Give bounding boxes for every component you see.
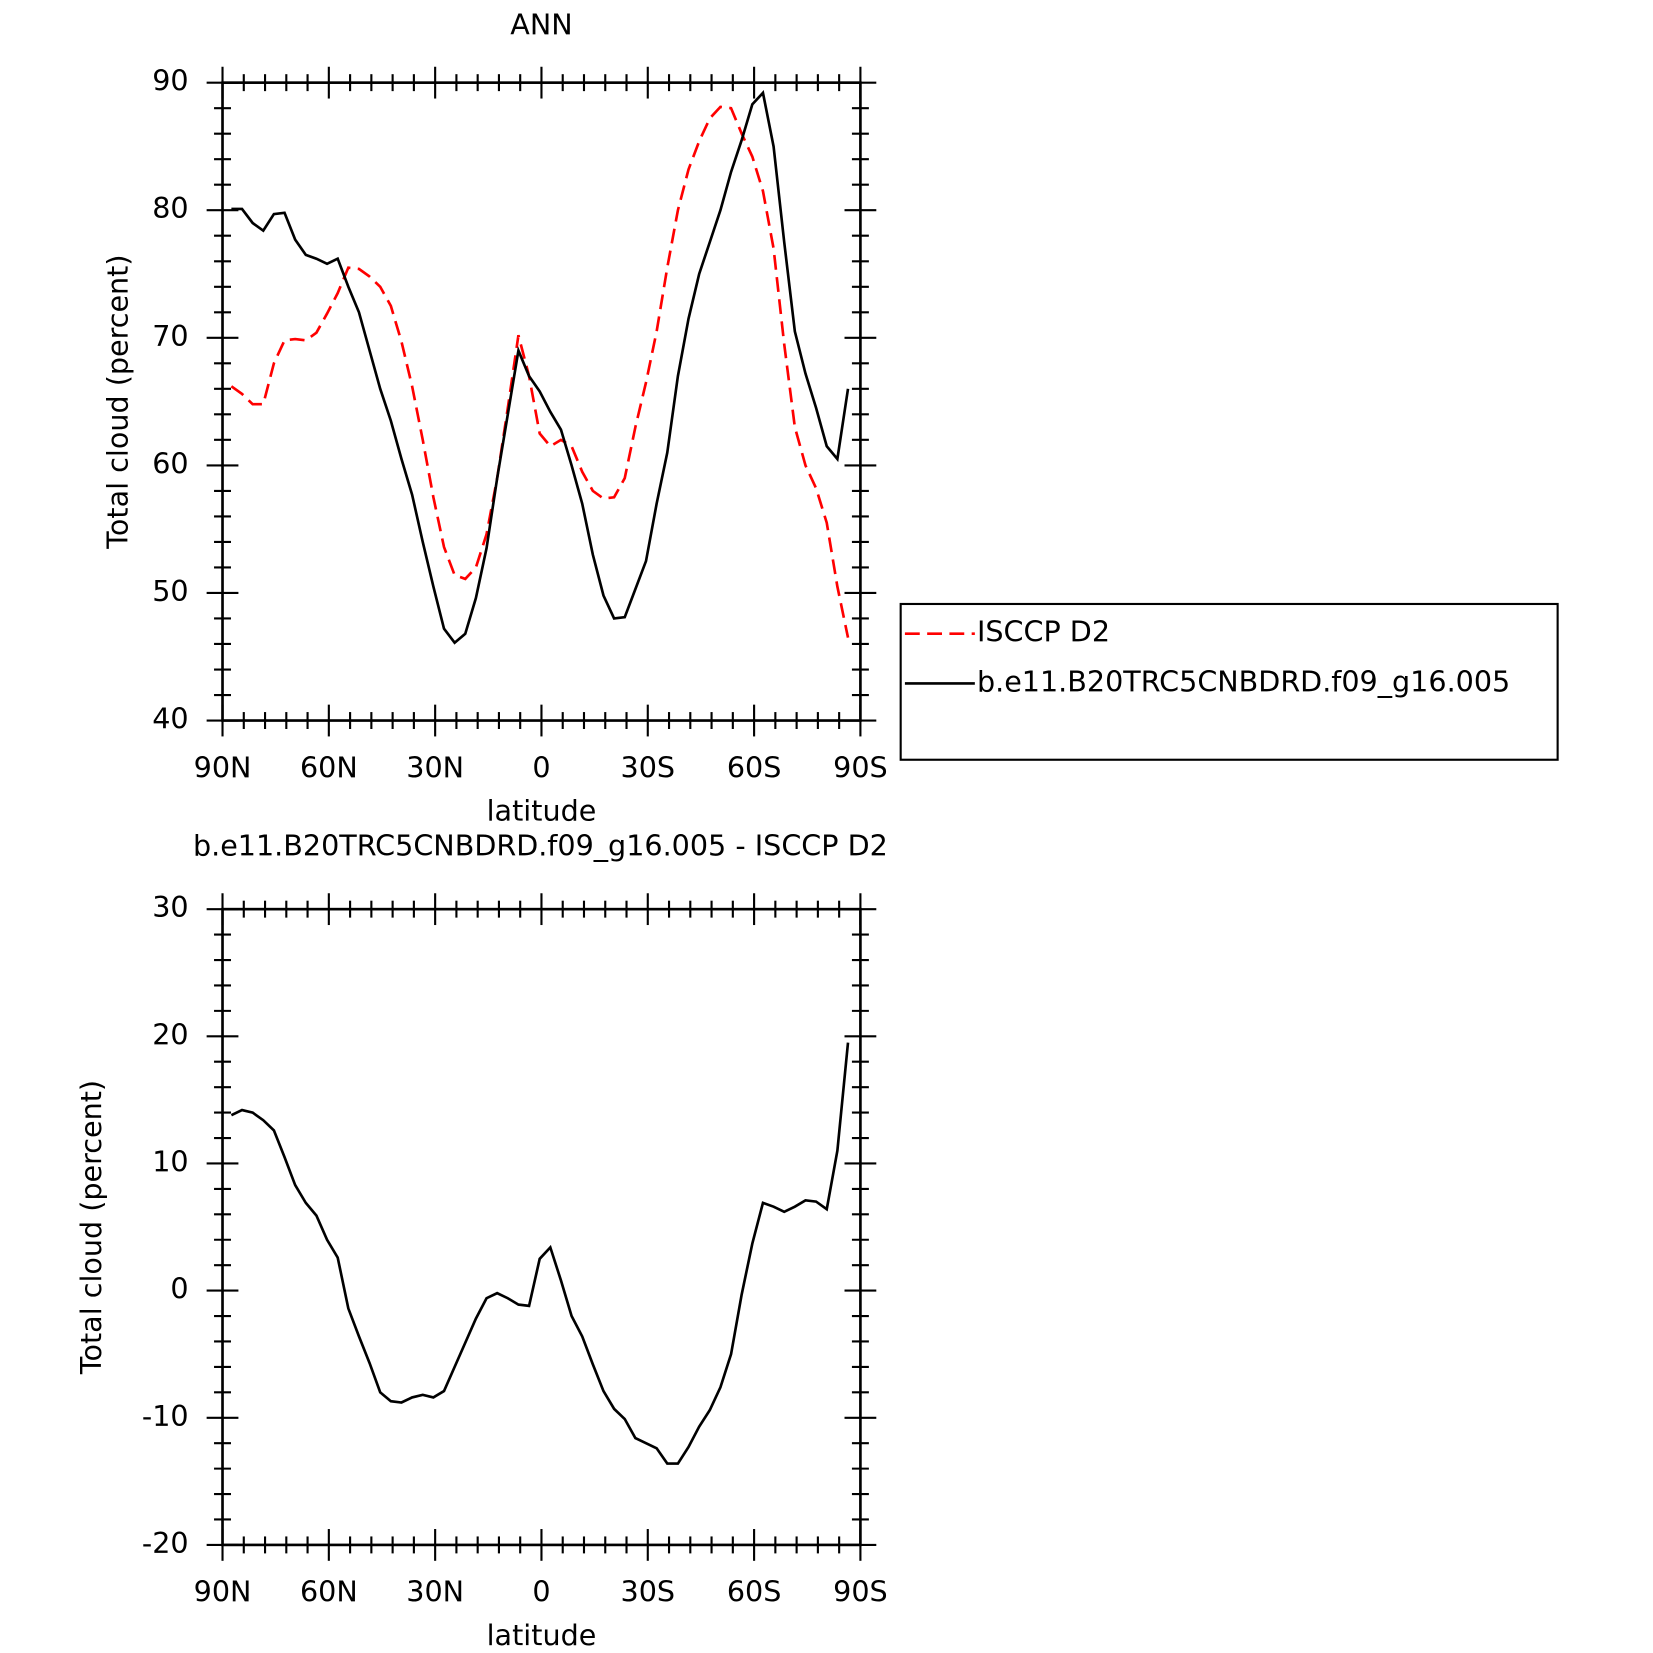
x-axis-label: latitude <box>487 1618 597 1652</box>
y-axis-label: Total cloud (percent) <box>74 1080 108 1375</box>
y-tick-label: 60 <box>152 446 188 480</box>
data-line <box>230 105 850 638</box>
x-tick-label: 90S <box>833 750 888 784</box>
x-tick-label: 90N <box>194 750 252 784</box>
x-tick-label: 90N <box>194 1575 252 1609</box>
x-tick-label: 0 <box>532 1575 550 1609</box>
x-tick-label: 0 <box>532 750 550 784</box>
x-tick-label: 60S <box>727 750 782 784</box>
chart-title: ANN <box>510 7 572 41</box>
y-tick-label: 20 <box>152 1017 188 1051</box>
y-tick-label: 80 <box>152 191 188 225</box>
x-tick-label: 60S <box>727 1575 782 1609</box>
y-axis-label: Total cloud (percent) <box>101 254 135 549</box>
x-tick-label: 60N <box>300 750 358 784</box>
plot-frame <box>221 907 862 1547</box>
y-tick-label: 50 <box>152 574 188 608</box>
x-axis-label: latitude <box>487 794 597 828</box>
x-tick-label: 60N <box>300 1575 358 1609</box>
y-tick-label: 90 <box>152 64 188 98</box>
legend-label: b.e11.B20TRC5CNBDRD.f09_g16.005 <box>977 664 1510 698</box>
y-tick-label: 70 <box>152 319 188 353</box>
x-tick-label: 90S <box>833 1575 888 1609</box>
legend-box <box>899 602 1559 761</box>
y-tick-label: 30 <box>152 890 188 924</box>
data-line <box>231 90 850 645</box>
chart-title: b.e11.B20TRC5CNBDRD.f09_g16.005 - ISCCP … <box>193 829 888 863</box>
x-tick-label: 30N <box>406 750 464 784</box>
y-tick-label: -20 <box>142 1526 189 1560</box>
x-tick-label: 30N <box>406 1575 464 1609</box>
data-line <box>230 1042 850 1465</box>
y-tick-label: 0 <box>170 1272 188 1306</box>
plot-frame <box>221 81 862 722</box>
y-tick-label: -10 <box>142 1399 189 1433</box>
y-tick-label: 10 <box>152 1144 188 1178</box>
x-tick-label: 30S <box>621 1575 676 1609</box>
y-tick-label: 40 <box>152 702 188 736</box>
legend-label: ISCCP D2 <box>977 615 1110 649</box>
x-tick-label: 30S <box>621 750 676 784</box>
